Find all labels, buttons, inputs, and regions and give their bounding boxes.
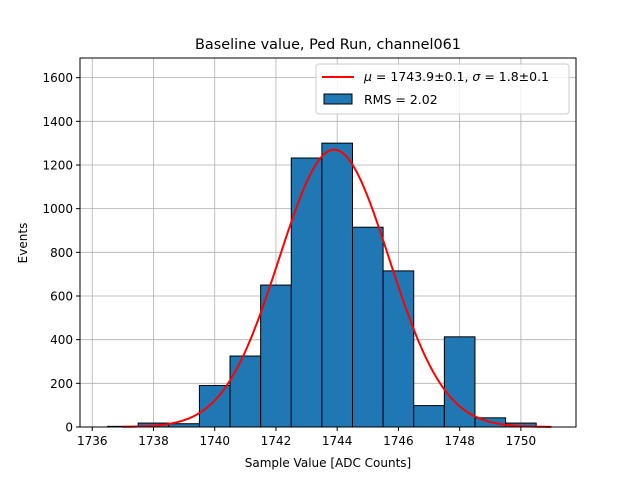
- histogram-bar: [382, 270, 415, 428]
- legend: μ = 1743.9±0.1, σ = 1.8±0.1 RMS = 2.02: [315, 63, 570, 115]
- y-tick-label: 1000: [42, 202, 73, 216]
- x-tick-label: 1738: [138, 434, 169, 448]
- legend-mu-value: 1743.9±0.1: [390, 69, 464, 84]
- y-axis-label: Events: [16, 223, 30, 264]
- legend-sigma-value: 1.8±0.1: [499, 69, 549, 84]
- y-tick-label: 0: [65, 421, 73, 435]
- y-tick-label: 1400: [42, 115, 73, 129]
- y-tick-label: 600: [50, 289, 73, 303]
- histogram-bar: [198, 385, 231, 428]
- legend-histogram-label: RMS = 2.02: [364, 92, 438, 107]
- histogram-bar: [443, 336, 476, 428]
- y-tick-label: 1200: [42, 158, 73, 172]
- x-axis-ticks: 1736 1738 1740 1742 1744 1746 1748 1750: [77, 427, 536, 448]
- legend-fit-label: μ = 1743.9±0.1, σ = 1.8±0.1: [363, 69, 549, 84]
- x-tick-label: 1742: [261, 434, 292, 448]
- y-axis-ticks: 0 200 400 600 800 1000 1200 1400 1600: [42, 71, 80, 435]
- x-tick-label: 1744: [322, 434, 353, 448]
- x-tick-label: 1748: [444, 434, 475, 448]
- legend-box: [315, 63, 570, 115]
- x-tick-label: 1736: [77, 434, 108, 448]
- histogram-bar: [351, 226, 384, 428]
- histogram-bar: [413, 405, 445, 428]
- histogram-bar: [290, 157, 323, 428]
- x-tick-label: 1746: [383, 434, 414, 448]
- histogram-bar: [321, 142, 353, 428]
- x-axis-label: Sample Value [ADC Counts]: [245, 456, 411, 470]
- y-tick-label: 200: [50, 377, 73, 391]
- histogram-bar: [260, 284, 292, 428]
- legend-histogram-swatch: [323, 93, 353, 105]
- histogram-bar: [229, 355, 262, 428]
- x-tick-label: 1750: [506, 434, 537, 448]
- histogram-bars: [107, 142, 537, 428]
- x-tick-label: 1740: [199, 434, 230, 448]
- y-tick-label: 1600: [42, 71, 73, 85]
- plot-area-frame: [79, 57, 577, 428]
- gaussian-fit-curve: [122, 148, 552, 428]
- y-tick-label: 400: [50, 333, 73, 347]
- chart-title: Baseline value, Ped Run, channel061: [195, 37, 461, 53]
- y-tick-label: 800: [50, 246, 73, 260]
